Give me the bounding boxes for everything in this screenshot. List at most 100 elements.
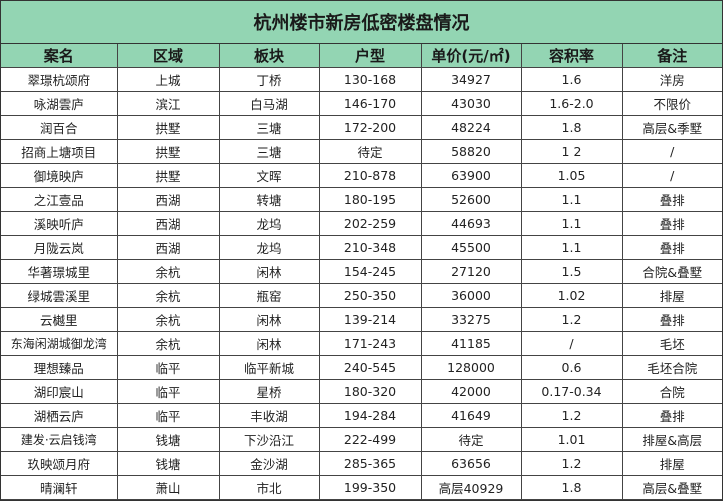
cell-district: 临平 bbox=[116, 379, 220, 404]
cell-block: 下沙沿江 bbox=[218, 427, 320, 452]
header-unit-type: 户型 bbox=[318, 44, 422, 68]
cell-remarks: 排屋 bbox=[621, 451, 722, 476]
cell-unit-price: 待定 bbox=[420, 427, 522, 452]
cell-remarks: 毛坯合院 bbox=[621, 355, 722, 380]
cell-remarks: 高层&叠墅 bbox=[621, 475, 722, 500]
cell-plot-ratio: 1.01 bbox=[520, 427, 623, 452]
table-row: 咏湖雲庐 滨江 白马湖 146-170 43030 1.6-2.0 不限价 bbox=[1, 91, 722, 116]
cell-block: 闲林 bbox=[218, 307, 320, 332]
cell-name: 之江壹品 bbox=[1, 187, 118, 212]
cell-remarks: 叠排 bbox=[621, 403, 722, 428]
cell-district: 滨江 bbox=[116, 91, 220, 116]
table-row: 玖映颂月府 钱塘 金沙湖 285-365 63656 1.2 排屋 bbox=[1, 451, 722, 476]
cell-name: 华著璟城里 bbox=[1, 259, 118, 284]
cell-name: 翠璟杭颂府 bbox=[1, 67, 118, 92]
cell-unit-type: 171-243 bbox=[318, 331, 422, 356]
table-row: 建发·云启钱湾 钱塘 下沙沿江 222-499 待定 1.01 排屋&高层 bbox=[1, 427, 722, 452]
cell-district: 临平 bbox=[116, 355, 220, 380]
cell-plot-ratio: 1.8 bbox=[520, 475, 623, 500]
cell-name: 润百合 bbox=[1, 115, 118, 140]
cell-unit-price: 33275 bbox=[420, 307, 522, 332]
cell-unit-type: 285-365 bbox=[318, 451, 422, 476]
cell-remarks: 高层&季墅 bbox=[621, 115, 722, 140]
cell-unit-price: 58820 bbox=[420, 139, 522, 164]
cell-name: 晴澜轩 bbox=[1, 475, 118, 500]
cell-district: 拱墅 bbox=[116, 115, 220, 140]
cell-unit-type: 250-350 bbox=[318, 283, 422, 308]
cell-name: 招商上塘项目 bbox=[1, 139, 118, 164]
cell-unit-type: 202-259 bbox=[318, 211, 422, 236]
cell-plot-ratio: 1.6 bbox=[520, 67, 623, 92]
cell-unit-type: 194-284 bbox=[318, 403, 422, 428]
cell-unit-type: 222-499 bbox=[318, 427, 422, 452]
cell-district: 钱塘 bbox=[116, 451, 220, 476]
header-district: 区域 bbox=[116, 44, 220, 68]
cell-remarks: 合院&叠墅 bbox=[621, 259, 722, 284]
cell-name: 溪映听庐 bbox=[1, 211, 118, 236]
cell-unit-price: 63656 bbox=[420, 451, 522, 476]
cell-district: 西湖 bbox=[116, 211, 220, 236]
table-row: 翠璟杭颂府 上城 丁桥 130-168 34927 1.6 洋房 bbox=[1, 67, 722, 92]
table-row: 云樾里 余杭 闲林 139-214 33275 1.2 叠排 bbox=[1, 307, 722, 332]
cell-district: 钱塘 bbox=[116, 427, 220, 452]
cell-unit-type: 210-878 bbox=[318, 163, 422, 188]
table-row: 湖印宸山 临平 星桥 180-320 42000 0.17-0.34 合院 bbox=[1, 379, 722, 404]
cell-unit-price: 44693 bbox=[420, 211, 522, 236]
cell-remarks: 叠排 bbox=[621, 211, 722, 236]
cell-block: 闲林 bbox=[218, 259, 320, 284]
cell-unit-price: 45500 bbox=[420, 235, 522, 260]
cell-unit-price: 41185 bbox=[420, 331, 522, 356]
cell-remarks: 排屋&高层 bbox=[621, 427, 722, 452]
cell-district: 余杭 bbox=[116, 283, 220, 308]
cell-district: 余杭 bbox=[116, 259, 220, 284]
cell-plot-ratio: 1.8 bbox=[520, 115, 623, 140]
cell-plot-ratio: 1.02 bbox=[520, 283, 623, 308]
cell-unit-price: 34927 bbox=[420, 67, 522, 92]
cell-remarks: 洋房 bbox=[621, 67, 722, 92]
cell-unit-price: 27120 bbox=[420, 259, 522, 284]
table-row: 晴澜轩 萧山 市北 199-350 高层40929 1.8 高层&叠墅 bbox=[1, 475, 722, 500]
cell-plot-ratio: 1.6-2.0 bbox=[520, 91, 623, 116]
cell-district: 余杭 bbox=[116, 307, 220, 332]
cell-unit-type: 180-320 bbox=[318, 379, 422, 404]
cell-unit-type: 130-168 bbox=[318, 67, 422, 92]
cell-block: 临平新城 bbox=[218, 355, 320, 380]
header-block: 板块 bbox=[218, 44, 320, 68]
cell-unit-price: 36000 bbox=[420, 283, 522, 308]
cell-district: 拱墅 bbox=[116, 139, 220, 164]
cell-unit-type: 180-195 bbox=[318, 187, 422, 212]
cell-block: 转塘 bbox=[218, 187, 320, 212]
cell-unit-type: 240-545 bbox=[318, 355, 422, 380]
cell-block: 星桥 bbox=[218, 379, 320, 404]
cell-remarks: / bbox=[621, 163, 722, 188]
table-row: 理想臻品 临平 临平新城 240-545 128000 0.6 毛坯合院 bbox=[1, 355, 722, 380]
cell-block: 瓶窑 bbox=[218, 283, 320, 308]
cell-remarks: / bbox=[621, 139, 722, 164]
cell-plot-ratio: 1.2 bbox=[520, 403, 623, 428]
cell-name: 咏湖雲庐 bbox=[1, 91, 118, 116]
cell-remarks: 不限价 bbox=[621, 91, 722, 116]
cell-district: 西湖 bbox=[116, 235, 220, 260]
cell-block: 丰收湖 bbox=[218, 403, 320, 428]
cell-name: 东海闲湖城御龙湾 bbox=[1, 331, 118, 356]
cell-plot-ratio: 1.2 bbox=[520, 451, 623, 476]
cell-plot-ratio: 1 2 bbox=[520, 139, 623, 164]
table-title: 杭州楼市新房低密楼盘情况 bbox=[1, 1, 722, 44]
header-unit-price: 单价(元/㎡) bbox=[420, 44, 522, 68]
header-remarks: 备注 bbox=[621, 44, 722, 68]
cell-block: 白马湖 bbox=[218, 91, 320, 116]
table-row: 溪映听庐 西湖 龙坞 202-259 44693 1.1 叠排 bbox=[1, 211, 722, 236]
cell-remarks: 合院 bbox=[621, 379, 722, 404]
cell-unit-price: 43030 bbox=[420, 91, 522, 116]
cell-plot-ratio: 1.5 bbox=[520, 259, 623, 284]
cell-plot-ratio: 1.1 bbox=[520, 211, 623, 236]
cell-block: 三塘 bbox=[218, 139, 320, 164]
cell-block: 市北 bbox=[218, 475, 320, 500]
cell-plot-ratio: 0.6 bbox=[520, 355, 623, 380]
header-name: 案名 bbox=[1, 44, 118, 68]
cell-plot-ratio: / bbox=[520, 331, 623, 356]
cell-block: 闲林 bbox=[218, 331, 320, 356]
cell-remarks: 毛坯 bbox=[621, 331, 722, 356]
housing-table: 案名 区域 板块 户型 单价(元/㎡) 容积率 备注 翠璟杭颂府 上城 丁桥 130-… bbox=[1, 44, 722, 500]
cell-plot-ratio: 1.1 bbox=[520, 187, 623, 212]
